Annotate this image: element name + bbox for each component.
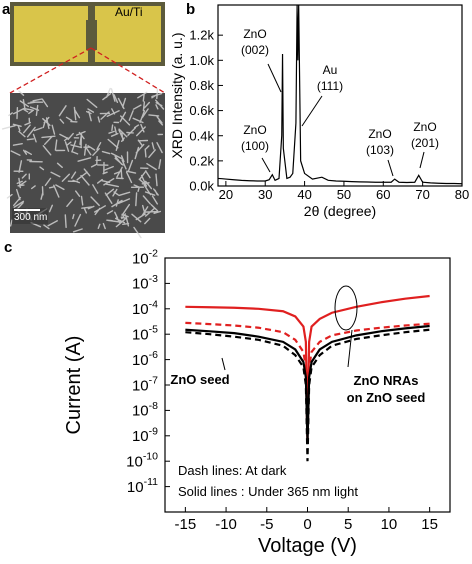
annotation-arrow: [221, 357, 226, 371]
annotation: Dash lines: At dark: [178, 463, 287, 478]
x-tick-label: 20: [219, 187, 233, 202]
x-tick-label: 50: [337, 187, 351, 202]
annotation-arrow: [301, 95, 323, 127]
scale-bar-label: 300 nm: [14, 212, 47, 223]
annotation: ZnO: [243, 123, 266, 137]
zoom-line: [90, 47, 166, 94]
annotation: Au: [323, 63, 338, 77]
y-tick-label: 0.6k: [189, 103, 214, 118]
data-line: [218, 5, 462, 185]
electrode: [14, 6, 88, 62]
y-tick-label: 0.4k: [189, 128, 214, 143]
x-tick-label: 40: [297, 187, 311, 202]
annotation: ZnO: [413, 120, 436, 134]
plot-area: [218, 5, 462, 185]
data-line: [185, 321, 430, 444]
x-tick-label: 0: [303, 516, 311, 533]
y-tick-label: 0.0k: [189, 179, 214, 194]
y-tick-label: 0.2k: [189, 153, 214, 168]
x-tick-label: 30: [258, 187, 272, 202]
panel-label: a: [2, 1, 11, 18]
y-axis-label: XRD Intensity (a. u.): [169, 32, 185, 158]
annotation: on ZnO seed: [347, 390, 426, 405]
annotation: (201): [411, 136, 439, 150]
annotation-arrow: [261, 157, 271, 173]
scale-bar-background: [12, 208, 48, 224]
y-tick-label: 10-4: [132, 298, 158, 318]
sem-texture: [1, 87, 165, 239]
annotation: (002): [241, 43, 269, 57]
x-tick-label: 70: [415, 187, 429, 202]
plot-frame: [217, 4, 463, 187]
annotation: ZnO seed: [170, 372, 229, 387]
annotation: ZnO: [243, 27, 266, 41]
x-tick-label: -15: [175, 516, 197, 533]
annotation: (103): [366, 143, 394, 157]
y-tick-label: 10-9: [132, 425, 158, 445]
photo-label: Au/Ti: [115, 5, 143, 19]
plot-area: [185, 294, 430, 462]
y-tick-label: 1.2k: [189, 28, 214, 43]
annotation-arrow: [267, 63, 282, 93]
electrode: [95, 6, 161, 62]
x-axis-label: Voltage (V): [258, 535, 357, 557]
y-tick-label: 10-11: [127, 476, 158, 496]
y-tick-label: 10-7: [132, 375, 158, 395]
x-tick-label: 5: [344, 516, 352, 533]
y-tick-label: 10-6: [132, 349, 158, 369]
panel-label: b: [186, 1, 195, 18]
annotation-arrow: [419, 151, 425, 169]
y-tick-label: 10-8: [132, 400, 158, 420]
y-axis-label: Current (A): [63, 336, 85, 435]
y-tick-label: 1.0k: [189, 53, 214, 68]
x-tick-label: -10: [215, 516, 237, 533]
x-tick-label: 60: [376, 187, 390, 202]
annotation-arrow: [347, 329, 353, 368]
x-tick-label: 10: [381, 516, 398, 533]
y-tick-label: 10-10: [126, 451, 158, 471]
x-tick-label: -5: [260, 516, 273, 533]
x-axis-label: 2θ (degree): [304, 203, 376, 219]
y-tick-label: 10-5: [132, 324, 158, 344]
annotation: (100): [241, 139, 269, 153]
annotation: ZnO NRAs: [354, 373, 419, 388]
y-tick-label: 10-3: [132, 273, 158, 293]
x-tick-label: 80: [455, 187, 469, 202]
annotation-arrow: [387, 159, 394, 177]
annotation-ellipse: [334, 285, 358, 331]
x-tick-label: 15: [421, 516, 438, 533]
y-tick-label: 10-2: [132, 248, 158, 268]
annotation: Solid lines : Under 365 nm light: [178, 484, 358, 499]
y-tick-label: 0.8k: [189, 78, 214, 93]
data-line: [185, 328, 430, 462]
panel-label: c: [4, 239, 12, 256]
annotation: (111): [317, 79, 343, 93]
annotation: ZnO: [368, 127, 391, 141]
